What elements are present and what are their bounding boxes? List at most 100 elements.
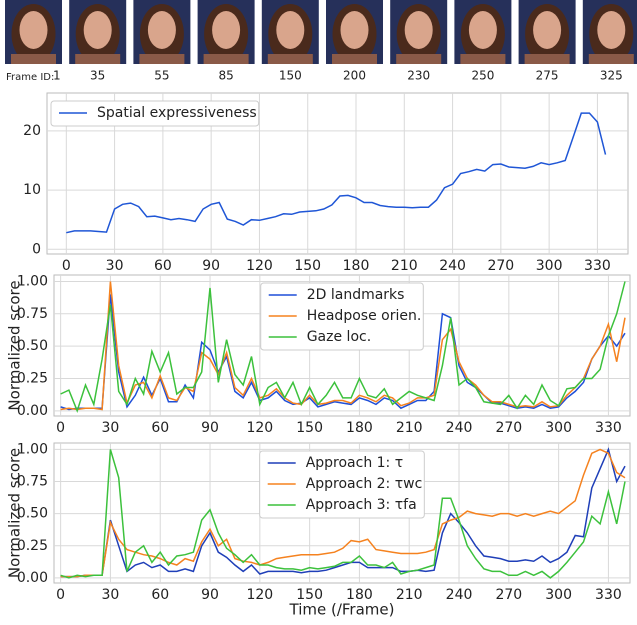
x-tick-label: 0 [56,420,65,436]
face [468,11,497,49]
series-line [66,112,607,234]
face [147,11,176,49]
x-tick-label: 270 [487,258,514,274]
frame-id: 230 [407,69,430,83]
frame-strip: 1 35 55 85 150 200 230 250 275 325 Frame ID: [5,0,637,83]
face [404,11,433,49]
frame-id: 325 [600,69,623,83]
shoulders [267,54,313,64]
x-tick-label: 300 [545,587,572,603]
x-tick-label: 30 [102,587,120,603]
x-tick-label: 240 [446,420,473,436]
frame-id: 200 [343,69,366,83]
legend-label: Spatial expressiveness [97,105,257,121]
frame-id: 55 [154,69,169,83]
x-tick-label: 330 [595,587,622,603]
x-tick-label: 240 [446,587,473,603]
x-axis-label: Time (/Frame) [289,601,395,619]
x-tick-label: 90 [202,258,220,274]
face [19,11,48,49]
y-tick-label: 0.75 [17,474,48,490]
shoulders [460,54,506,64]
x-tick-label: 150 [296,420,323,436]
y-tick-label: 0.50 [17,338,48,354]
shoulders [588,54,634,64]
x-tick-label: 90 [201,587,219,603]
shoulders [396,54,442,64]
legend: Approach 1: τ Approach 2: τwc Approach 3: … [259,450,425,519]
x-tick-label: 210 [396,420,423,436]
shoulders [11,54,56,64]
frame-id: 1 [53,69,61,83]
y-tick-label: 0 [32,241,41,257]
legend-box [259,450,425,519]
series-line [60,281,626,411]
x-tick-label: 300 [545,420,572,436]
x-tick-label: 60 [151,420,169,436]
x-tick-label: 120 [246,587,273,603]
frame-id: 35 [90,69,105,83]
x-tick-label: 60 [151,587,169,603]
legend: Spatial expressiveness [50,100,260,127]
frame-id: 275 [536,69,559,83]
y-tick-label: 20 [23,123,41,139]
y-tick-label: 0.50 [17,506,48,522]
series-line [60,447,626,578]
x-tick-label: 270 [495,587,522,603]
y-axis-label: Normalized score [6,280,24,410]
frame-id: 150 [279,69,302,83]
x-tick-label: 120 [246,420,273,436]
x-tick-label: 0 [56,587,65,603]
shoulders [524,54,570,64]
series-line [60,448,626,578]
x-tick-label: 180 [346,420,373,436]
x-tick-label: 30 [102,420,120,436]
face [83,11,112,49]
face [276,11,305,49]
shoulders [203,54,249,64]
series-line [60,281,626,414]
x-tick-label: 90 [201,420,219,436]
chart: 0 30 60 90 120 150 180 210 240 270 300 330 0.00 0.25 0… [6,441,631,619]
x-tick-label: 150 [296,587,323,603]
legend-box [50,100,260,127]
legend-label: Approach 2: τwc [306,476,423,492]
x-tick-label: 0 [62,258,71,274]
chart: 0 30 60 90 120 150 180 210 240 270 300 330 0.00 0.25 0… [6,273,631,436]
shoulders [332,54,377,64]
legend-box [260,282,424,351]
legend-label: Gaze loc. [307,329,371,345]
y-tick-label: 0.00 [17,570,48,586]
legend: 2D landmarks Headpose orien. Gaze loc. [260,282,424,351]
x-tick-label: 330 [584,258,611,274]
legend-label: 2D landmarks [307,287,405,303]
face [340,11,369,49]
x-tick-label: 120 [246,258,273,274]
y-tick-label: 10 [23,182,41,198]
shoulders [75,54,121,64]
chart: 0 30 60 90 120 150 180 210 240 270 300 330 0 10 20 Spat… [23,92,629,274]
series-line [60,449,626,579]
x-tick-label: 210 [396,587,423,603]
frame-id: 85 [218,69,233,83]
face [533,11,562,49]
x-tick-label: 240 [439,258,466,274]
legend-label: Headpose orien. [307,308,422,324]
y-tick-label: 0.00 [17,403,48,419]
face [212,11,241,49]
legend-label: Approach 1: τ [306,455,403,471]
y-tick-label: 0.25 [17,370,48,386]
shoulders [139,54,185,64]
face [597,11,626,49]
x-tick-label: 180 [346,587,373,603]
x-tick-label: 150 [294,258,321,274]
x-tick-label: 330 [595,420,622,436]
x-tick-label: 60 [154,258,172,274]
y-tick-label: 0.25 [17,538,48,554]
y-tick-label: 0.75 [17,306,48,322]
y-axis-label: Normalized score [6,448,24,578]
x-tick-label: 180 [343,258,370,274]
legend-label: Approach 3: τfa [306,497,417,513]
frame-id: 250 [471,69,494,83]
